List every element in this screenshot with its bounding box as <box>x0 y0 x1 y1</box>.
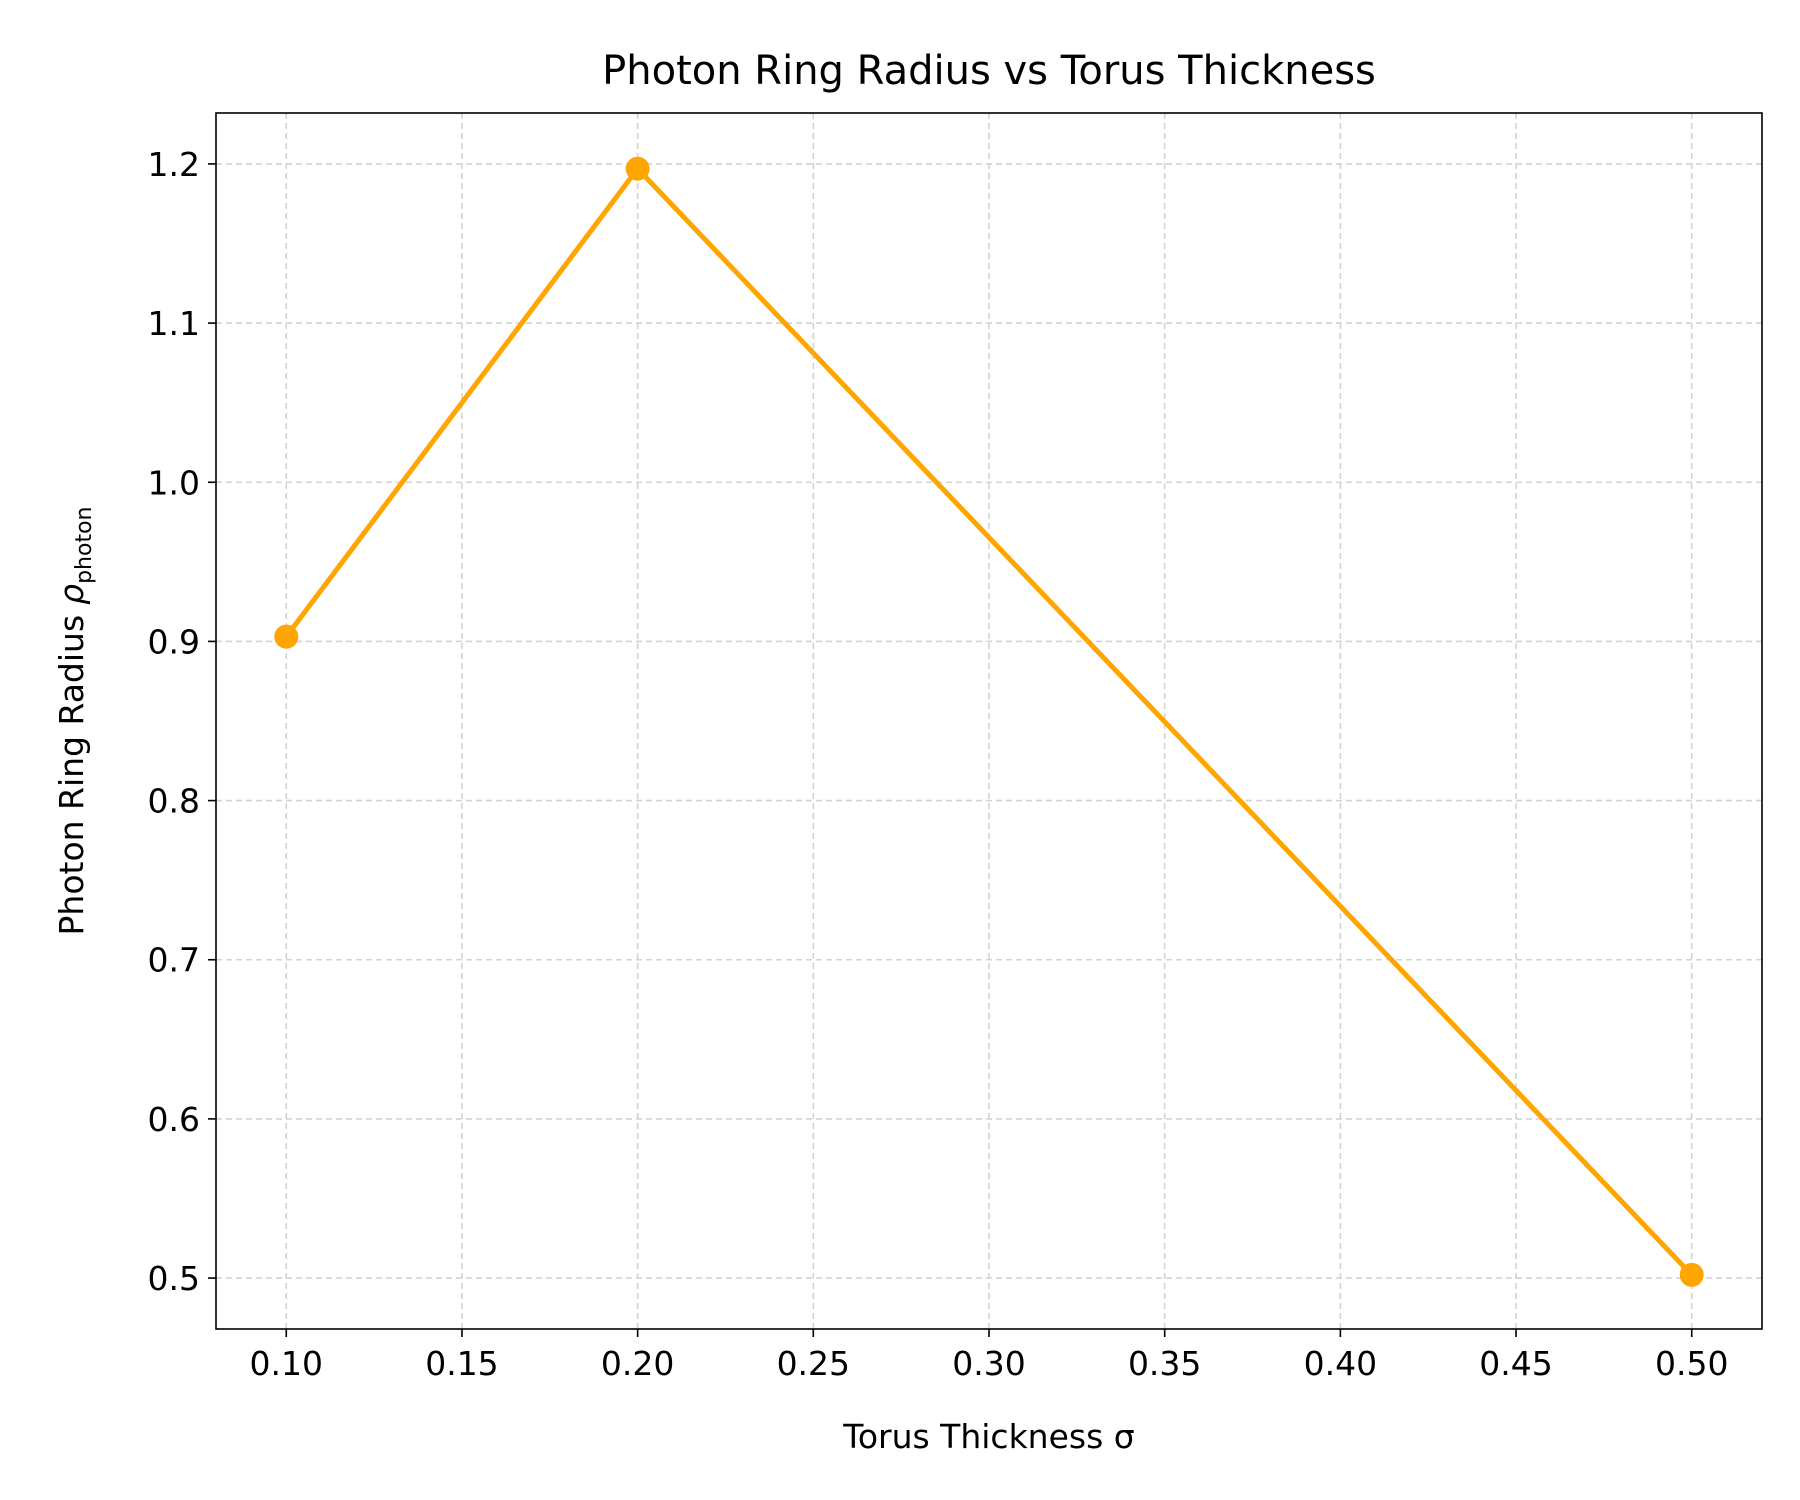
x-tick-label: 0.30 <box>952 1344 1025 1383</box>
y-tick-label: 0.6 <box>148 1100 200 1139</box>
y-tick-label: 0.5 <box>148 1259 200 1298</box>
x-tick-label: 0.25 <box>777 1344 850 1383</box>
x-tick-label: 0.40 <box>1304 1344 1377 1383</box>
y-axis-label-symbol: ρ <box>52 584 91 605</box>
data-series <box>274 156 1704 1287</box>
data-point <box>274 624 299 649</box>
x-tick-label: 0.35 <box>1128 1344 1201 1383</box>
y-tick-label: 0.7 <box>148 941 200 980</box>
y-tick-label: 0.8 <box>148 782 200 821</box>
data-point <box>1679 1262 1704 1287</box>
y-tick-label: 1.2 <box>148 145 200 184</box>
y-tick-label: 1.0 <box>148 463 200 502</box>
y-axis-label-subscript: photon <box>72 507 97 584</box>
x-tick-label: 0.10 <box>250 1344 323 1383</box>
axis-ticks: 0.10 0.15 0.20 0.25 0.30 0.35 0.40 0.45 0.50 0.5 0… <box>148 145 1729 1383</box>
x-tick-label: 0.15 <box>425 1344 498 1383</box>
y-axis-label-text: Photon Ring Radius <box>52 615 91 936</box>
x-tick-label: 0.50 <box>1655 1344 1728 1383</box>
data-point <box>625 156 650 181</box>
x-tick-label: 0.45 <box>1479 1344 1552 1383</box>
chart-title: Photon Ring Radius vs Torus Thickness <box>602 48 1376 94</box>
grid <box>216 113 1762 1329</box>
y-tick-label: 1.1 <box>148 304 200 343</box>
x-axis-label: Torus Thickness σ <box>842 1417 1134 1456</box>
y-axis-label: Photon Ring Radius ρphoton <box>52 507 97 936</box>
x-tick-label: 0.20 <box>601 1344 674 1383</box>
y-tick-label: 0.9 <box>148 622 200 661</box>
